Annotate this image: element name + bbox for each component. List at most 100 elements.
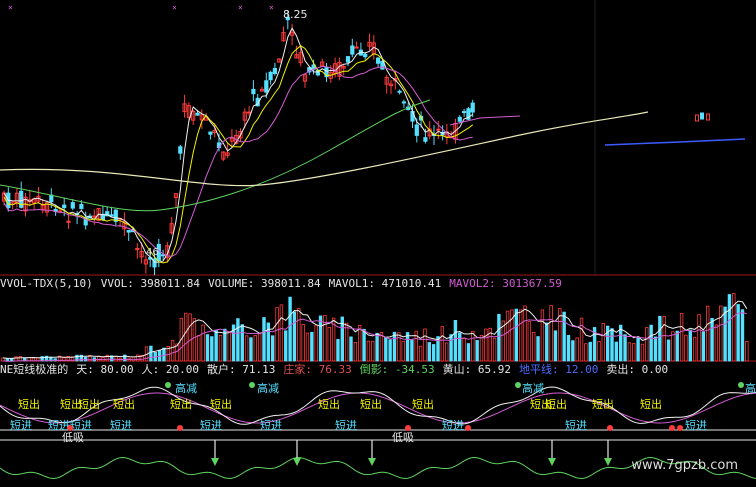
- candle-body: [277, 58, 282, 63]
- candle-body: [281, 32, 286, 42]
- candle-body: [238, 131, 243, 139]
- volume-label-4: MAVOL2: 301367.59: [449, 277, 562, 290]
- volume-bar: [584, 343, 588, 362]
- volume-chart[interactable]: [0, 292, 756, 362]
- volume-bar: [205, 334, 210, 362]
- signal-arrow-down: [293, 458, 301, 466]
- volume-bar: [545, 322, 549, 362]
- signal-label-0: NE短线极准的: [0, 363, 69, 376]
- candle-body: [414, 124, 419, 136]
- volume-bar: [349, 336, 353, 362]
- candle-body: [221, 151, 226, 160]
- short-in-mark: 短进: [685, 418, 707, 432]
- volume-label-2: VOLUME: 398011.84: [208, 277, 321, 290]
- volume-bar: [453, 320, 458, 362]
- volume-bar: [410, 339, 414, 362]
- volume-bar: [662, 316, 666, 362]
- volume-bar: [323, 315, 327, 362]
- volume-bar: [384, 337, 388, 362]
- signal-dot: [677, 425, 683, 431]
- volume-bar: [297, 308, 301, 362]
- volume-bar: [553, 330, 558, 362]
- volume-bar: [497, 313, 501, 362]
- volume-bar: [614, 341, 619, 362]
- volume-bar: [462, 338, 466, 362]
- volume-bar: [9, 358, 14, 362]
- candle-body: [152, 258, 157, 268]
- volume-bar: [244, 335, 249, 362]
- short-out-mark: 短出: [78, 397, 100, 411]
- volume-bar: [675, 330, 679, 362]
- volume-bar: [292, 311, 297, 362]
- volume-bar: [706, 305, 710, 362]
- volume-bar: [601, 323, 605, 362]
- top-marker: ×: [269, 3, 274, 12]
- volume-label-1: VVOL: 398011.84: [100, 277, 201, 290]
- volume-bar: [540, 309, 545, 362]
- candle-body: [44, 202, 50, 213]
- volume-bar: [405, 332, 410, 362]
- volume-bar: [640, 343, 645, 362]
- volume-bar: [114, 355, 118, 362]
- candlestick-chart[interactable]: × × × × 8.25 46: [0, 0, 756, 276]
- volume-bar: [170, 340, 175, 362]
- candle-body: [178, 146, 183, 154]
- volume-bar: [627, 342, 632, 362]
- volume-bar: [275, 307, 279, 362]
- candle-body: [1, 192, 7, 202]
- volume-bar: [701, 331, 706, 362]
- volume-bar: [105, 354, 110, 362]
- candle-body: [208, 131, 213, 135]
- volume-bar: [266, 322, 271, 362]
- candle-body: [350, 45, 355, 55]
- volume-bar: [619, 324, 623, 362]
- ma-line-green: [0, 99, 431, 212]
- volume-bar: [331, 317, 336, 362]
- signal-dot: [67, 425, 73, 431]
- candle-body: [388, 83, 394, 87]
- candle-body: [169, 223, 174, 234]
- candle-body: [376, 57, 381, 64]
- volume-bar: [566, 334, 571, 362]
- volume-bar: [610, 328, 614, 362]
- volume-bar: [688, 329, 692, 362]
- price-chart-panel[interactable]: × × × × 8.25 46: [0, 0, 756, 276]
- volume-label-0: VVOL-TDX(5,10): [0, 277, 93, 290]
- volume-bar: [192, 318, 197, 362]
- candle-body: [79, 204, 84, 210]
- volume-bar: [532, 331, 536, 362]
- candle-body: [135, 248, 140, 251]
- volume-bar: [401, 340, 405, 362]
- volume-bar: [679, 313, 684, 362]
- volume-bar: [723, 306, 727, 362]
- volume-bar: [214, 329, 218, 362]
- candle-body: [259, 88, 265, 92]
- candle-body: [333, 63, 338, 74]
- volume-bar: [301, 324, 305, 362]
- volume-bar: [379, 331, 384, 362]
- volume-bar: [458, 332, 462, 362]
- volume-panel[interactable]: [0, 292, 756, 362]
- volume-bar: [253, 335, 257, 362]
- candle-body: [470, 102, 475, 113]
- candle-body: [247, 111, 252, 114]
- signal-dot: [177, 425, 183, 431]
- volume-bar: [692, 336, 697, 362]
- signal-label-1: 天: 80.00: [76, 363, 134, 376]
- candle-body: [397, 90, 402, 93]
- volume-bar: [558, 308, 562, 362]
- volume-bar: [671, 331, 675, 362]
- ma-line-magenta-tail: [449, 115, 521, 126]
- volume-bar: [719, 305, 723, 362]
- volume-bar: [157, 349, 162, 362]
- volume-bar: [270, 335, 275, 362]
- volume-bar: [736, 304, 740, 362]
- candle-body: [62, 204, 67, 209]
- ma-line-short: [3, 27, 473, 263]
- top-marker: ×: [8, 3, 13, 12]
- volume-bar: [449, 334, 453, 362]
- volume-bar: [697, 314, 701, 362]
- volume-bar: [536, 336, 540, 362]
- signal-indicator-panel[interactable]: 短出 短出 短出 短出 短出 短出 短出 短出 短出 短出 短出 短出 短出 短进 短进 短进 短进 短进 短进 短进…: [0, 378, 756, 487]
